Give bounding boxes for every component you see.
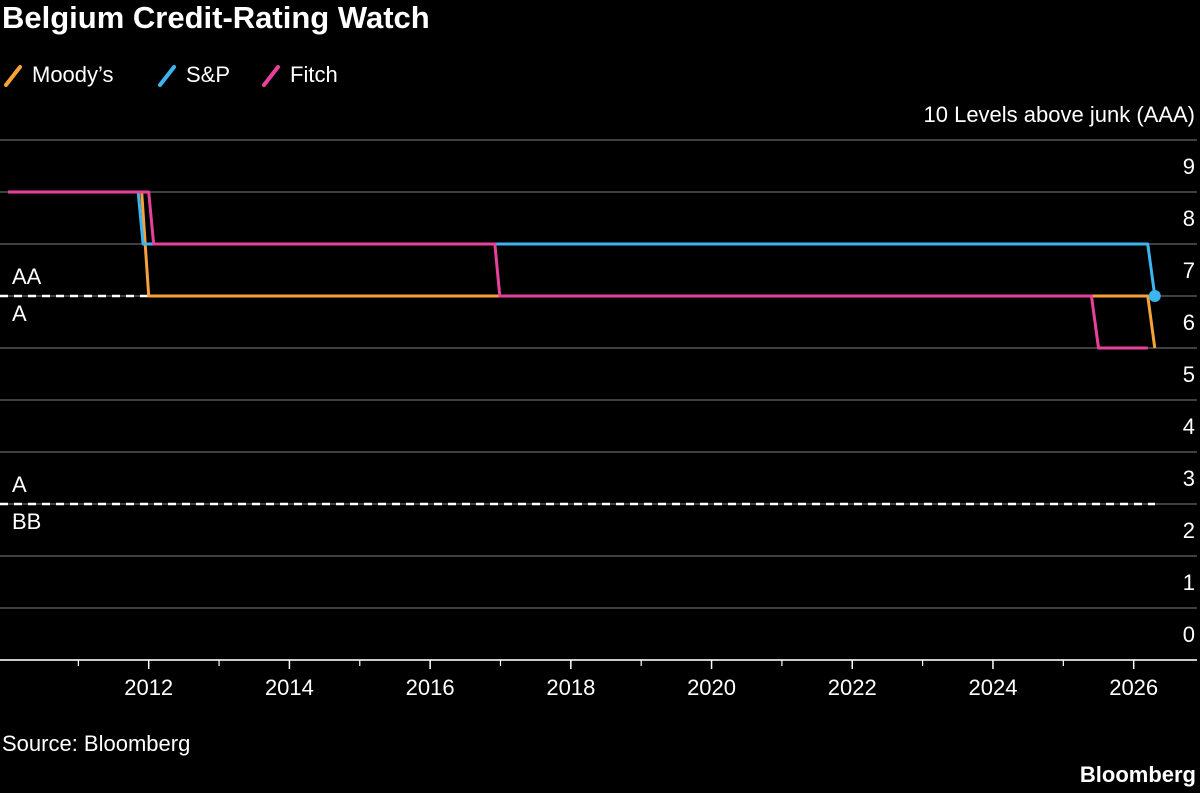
reference-label: AA <box>12 264 42 289</box>
source: Source: Bloomberg <box>2 731 190 756</box>
legend-swatch <box>262 65 280 87</box>
x-tick-label: 2022 <box>828 675 877 700</box>
reference-label: A <box>12 301 27 326</box>
legend-swatch <box>4 65 22 87</box>
y-tick-label: 10 Levels above junk (AAA) <box>924 102 1196 127</box>
reference-label: BB <box>12 509 41 534</box>
y-tick-label: 2 <box>1183 518 1195 543</box>
series-line <box>8 190 1148 350</box>
reference-label: A <box>12 472 27 497</box>
x-tick-label: 2016 <box>406 675 455 700</box>
y-tick-label: 0 <box>1183 622 1195 647</box>
y-tick-label: 3 <box>1183 466 1195 491</box>
chart-title: Belgium Credit-Rating Watch <box>2 0 430 35</box>
y-tick-label: 4 <box>1183 414 1195 439</box>
y-tick-label: 5 <box>1183 362 1195 387</box>
y-tick-label: 1 <box>1183 570 1195 595</box>
brand: Bloomberg <box>1080 762 1196 787</box>
x-tick-label: 2018 <box>546 675 595 700</box>
x-tick-label: 2014 <box>265 675 314 700</box>
y-tick-label: 7 <box>1183 258 1195 283</box>
legend-label: S&P <box>186 62 230 87</box>
legend-swatch <box>158 65 176 87</box>
y-tick-label: 6 <box>1183 310 1195 335</box>
y-tick-label: 8 <box>1183 206 1195 231</box>
x-tick-label: 2012 <box>124 675 173 700</box>
x-tick-label: 2026 <box>1109 675 1158 700</box>
legend: Moody’s S&P Fitch <box>4 62 338 87</box>
legend-label: Moody’s <box>32 62 114 87</box>
x-tick-label: 2024 <box>968 675 1017 700</box>
y-tick-label: 9 <box>1183 154 1195 179</box>
end-marker <box>1148 290 1161 302</box>
legend-label: Fitch <box>290 62 338 87</box>
series-line <box>8 190 1157 349</box>
x-tick-label: 2020 <box>687 675 736 700</box>
